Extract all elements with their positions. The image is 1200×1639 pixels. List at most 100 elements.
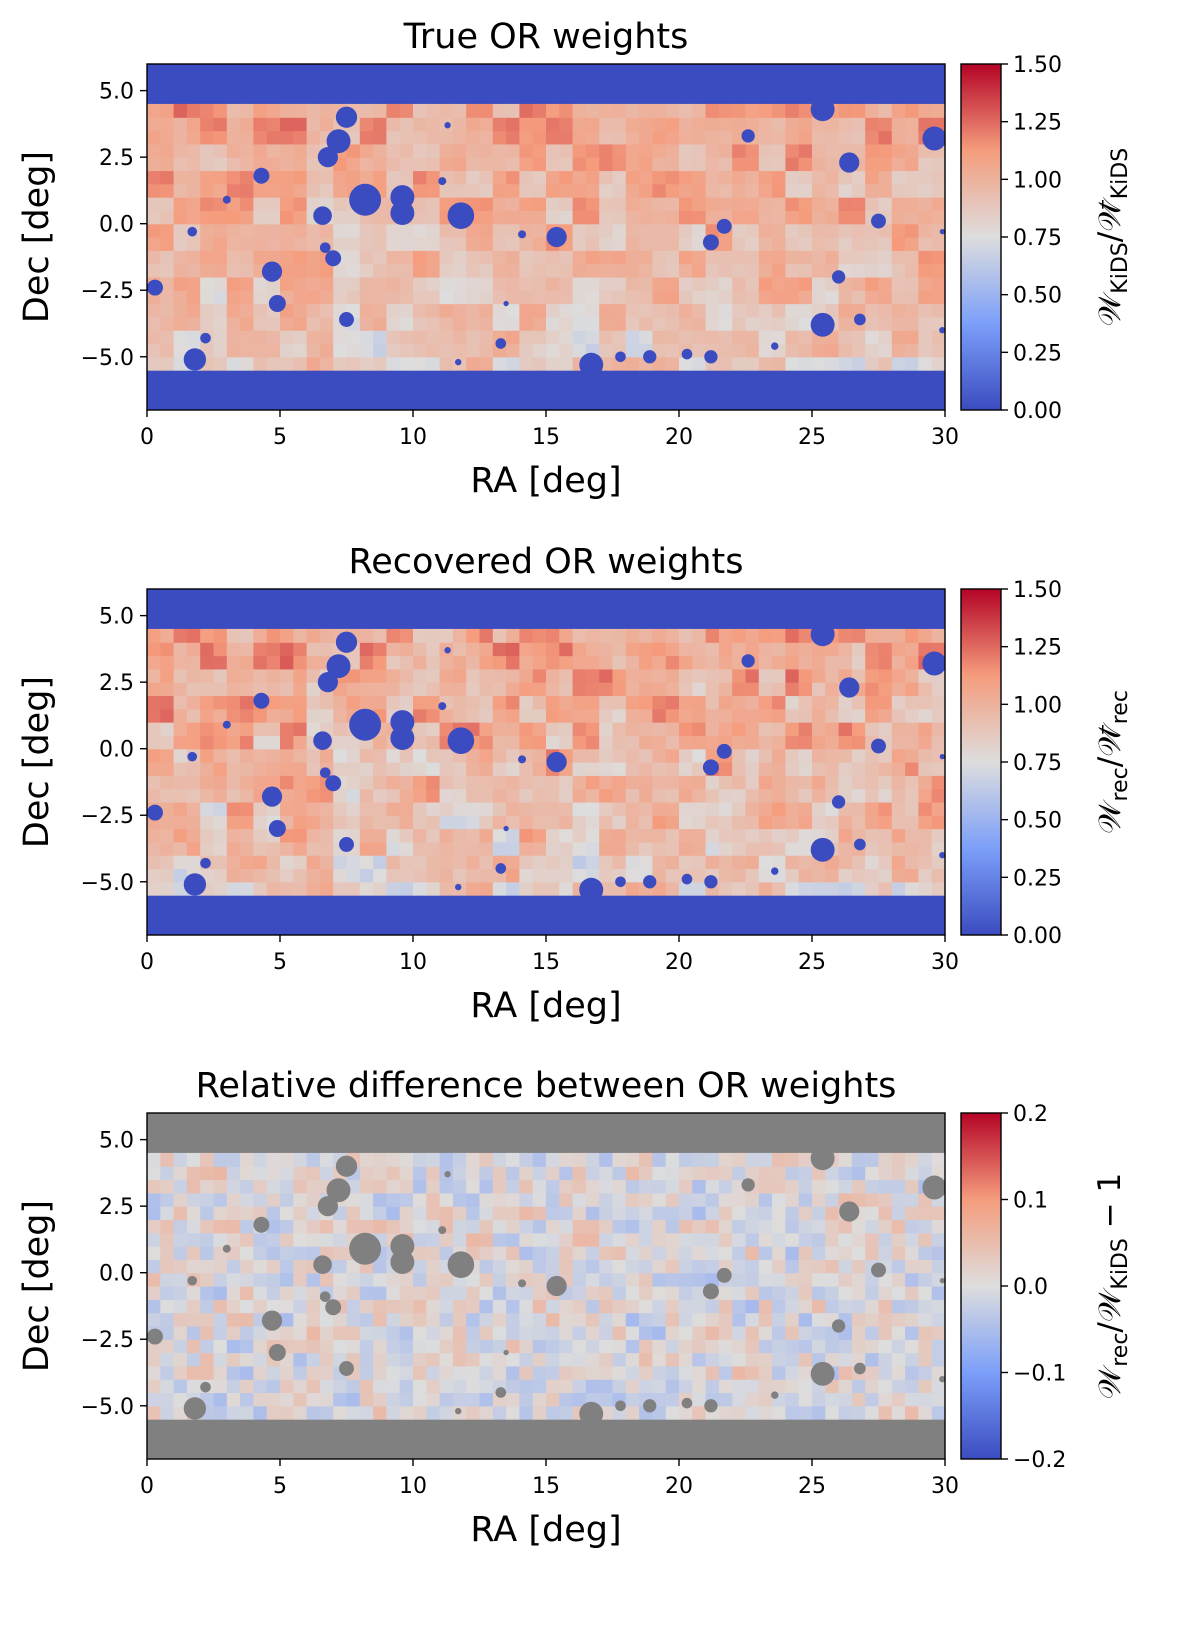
- field-cell: [878, 1379, 893, 1394]
- field-cell: [186, 210, 201, 225]
- field-cell: [213, 1286, 228, 1300]
- field-cell: [865, 655, 880, 670]
- field-cell: [253, 103, 268, 118]
- field-cell: [147, 356, 161, 371]
- field-cell: [253, 183, 268, 198]
- field-cell: [652, 1192, 667, 1207]
- field-cell: [173, 855, 188, 870]
- field-cell: [492, 210, 507, 225]
- field-cell: [200, 210, 215, 225]
- y-tick-label: 5.0: [99, 1129, 134, 1154]
- field-cell: [865, 157, 880, 172]
- field-cell: [639, 237, 653, 251]
- field-cell: [865, 1392, 880, 1407]
- field-cell: [399, 868, 414, 883]
- field-cell: [572, 1152, 587, 1167]
- field-cell: [878, 722, 893, 736]
- field-cell: [160, 682, 175, 697]
- field-cell: [413, 668, 427, 683]
- field-cell: [253, 1206, 268, 1221]
- field-cell: [373, 868, 387, 883]
- field-cell: [479, 1392, 494, 1407]
- field-cell: [851, 722, 866, 736]
- field-cell: [240, 263, 254, 278]
- field-cell: [825, 668, 840, 683]
- field-cell: [679, 1179, 693, 1194]
- field-cell: [386, 1405, 401, 1420]
- field-cell: [878, 1392, 893, 1407]
- field-cell: [851, 237, 866, 251]
- field-cell: [559, 1166, 574, 1181]
- field-cell: [718, 868, 733, 883]
- field-cell: [413, 841, 427, 856]
- field-cell: [413, 290, 427, 305]
- field-cell: [785, 223, 800, 238]
- field-cell: [865, 250, 880, 265]
- field-cell: [559, 1392, 574, 1407]
- field-cell: [386, 1352, 401, 1367]
- field-cell: [625, 263, 640, 278]
- field-cell: [705, 1352, 720, 1367]
- y-tick-label: 5.0: [99, 80, 134, 105]
- field-cell: [745, 250, 760, 265]
- field-cell: [413, 828, 427, 843]
- field-cell: [745, 762, 760, 776]
- field-cell: [399, 1286, 414, 1300]
- field-cell: [373, 117, 387, 132]
- field-cell: [186, 708, 201, 723]
- field-cell: [293, 263, 308, 278]
- field-cell: [373, 748, 387, 763]
- field-cell: [772, 1166, 786, 1181]
- field-cell: [359, 1219, 374, 1234]
- field-cell: [679, 642, 693, 657]
- field-cell: [652, 170, 667, 185]
- field-cell: [173, 735, 188, 750]
- field-cell: [652, 1232, 667, 1247]
- colorbar-tick-label: 1.25: [1013, 636, 1062, 661]
- field-cell: [226, 735, 241, 750]
- field-cell: [240, 1219, 254, 1234]
- field-cell: [439, 290, 454, 305]
- field-cell: [825, 1166, 840, 1181]
- field-cell: [758, 143, 773, 158]
- field-cell: [705, 668, 720, 683]
- field-cell: [572, 330, 587, 345]
- field-cell: [306, 1179, 321, 1194]
- field-cell: [266, 117, 281, 132]
- field-cell: [253, 330, 268, 345]
- field-cell: [865, 828, 880, 843]
- field-cell: [718, 642, 733, 657]
- field-cell: [306, 316, 321, 331]
- field-cell: [439, 1325, 454, 1340]
- field-cell: [160, 695, 175, 710]
- field-cell: [758, 356, 773, 371]
- field-cell: [679, 250, 693, 265]
- field-cell: [812, 1392, 826, 1407]
- field-cell: [506, 1232, 520, 1247]
- field-cell: [466, 250, 481, 265]
- field-cell: [798, 668, 813, 683]
- field-cell: [226, 1299, 241, 1314]
- field-cell: [878, 1192, 893, 1207]
- field-cell: [718, 250, 733, 265]
- field-cell: [772, 197, 786, 211]
- field-cell: [851, 1392, 866, 1407]
- field-cell: [240, 1166, 254, 1181]
- field-cell: [519, 762, 534, 776]
- field-cell: [160, 801, 175, 816]
- masked-hole: [741, 1178, 755, 1192]
- field-cell: [226, 775, 241, 790]
- field-cell: [240, 788, 254, 803]
- field-cell: [213, 668, 228, 683]
- field-cell: [186, 303, 201, 318]
- field-cell: [519, 1259, 534, 1274]
- field-cell: [918, 1246, 933, 1260]
- field-cell: [692, 276, 707, 291]
- field-cell: [546, 1392, 560, 1407]
- field-cell: [532, 223, 547, 238]
- field-cell: [639, 1166, 653, 1181]
- field-cell: [918, 1286, 933, 1300]
- field-cell: [625, 855, 640, 870]
- field-cell: [439, 1206, 454, 1221]
- field-cell: [572, 1192, 587, 1207]
